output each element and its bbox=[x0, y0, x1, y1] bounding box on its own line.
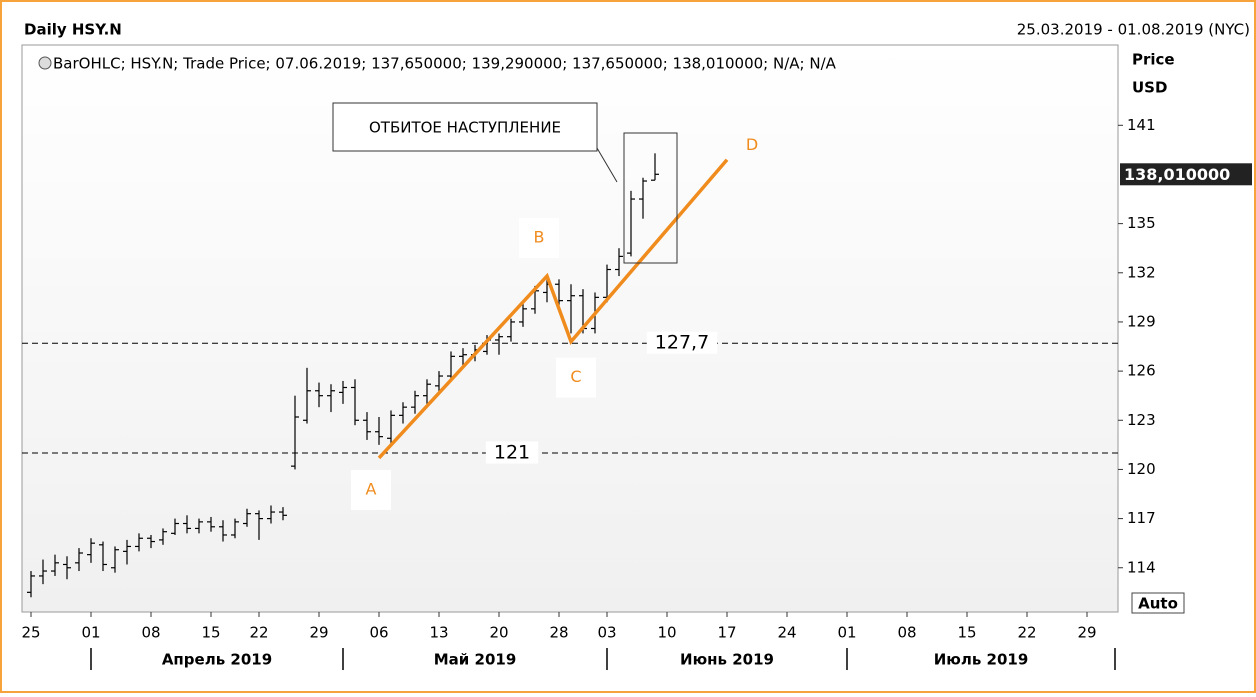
y-tick-label: 117 bbox=[1127, 509, 1156, 527]
x-tick-label: 13 bbox=[429, 624, 448, 642]
x-tick-label: 15 bbox=[957, 624, 976, 642]
x-tick-label: 22 bbox=[1017, 624, 1036, 642]
y-tick-label: 135 bbox=[1127, 214, 1156, 232]
x-tick-label: 22 bbox=[249, 624, 268, 642]
x-tick-label: 08 bbox=[897, 624, 916, 642]
y-tick-label: 141 bbox=[1127, 116, 1156, 134]
last-price-bg bbox=[1120, 163, 1252, 186]
wave-label: C bbox=[570, 367, 581, 386]
month-label: Июнь 2019 bbox=[680, 651, 774, 669]
last-price-label: 138,010000 bbox=[1124, 165, 1230, 184]
y-tick-label: 126 bbox=[1127, 362, 1156, 380]
x-tick-label: 10 bbox=[657, 624, 676, 642]
level-label: 121 bbox=[494, 442, 530, 464]
y-tick-label: 120 bbox=[1127, 460, 1156, 478]
month-label: Май 2019 bbox=[434, 651, 517, 669]
date-range: 25.03.2019 - 01.08.2019 (NYC) bbox=[1017, 21, 1250, 39]
level-label: 127,7 bbox=[655, 332, 709, 354]
y-unit: USD bbox=[1132, 79, 1167, 97]
annotation-box bbox=[332, 102, 598, 152]
x-tick-label: 29 bbox=[309, 624, 328, 642]
legend-icon bbox=[38, 56, 52, 70]
x-tick-label: 25 bbox=[21, 624, 40, 642]
month-label: Июль 2019 bbox=[934, 651, 1029, 669]
plot-layer: 127,7 121 A B C D bbox=[22, 135, 1118, 598]
x-tick-label: 29 bbox=[1077, 624, 1096, 642]
x-tick-label: 06 bbox=[369, 624, 388, 642]
month-label: Апрель 2019 bbox=[162, 651, 272, 669]
wave-label-bg bbox=[351, 469, 391, 510]
x-tick-label: 03 bbox=[597, 624, 616, 642]
scale-button[interactable] bbox=[1131, 592, 1185, 614]
wave-label: D bbox=[746, 135, 758, 154]
x-tick-label: 08 bbox=[141, 624, 160, 642]
y-tick-label: 123 bbox=[1127, 411, 1156, 429]
highlight-box bbox=[623, 132, 678, 264]
y-tick-label: 132 bbox=[1127, 263, 1156, 281]
x-tick-label: 24 bbox=[777, 624, 796, 642]
scale-mode[interactable]: Auto bbox=[1138, 595, 1178, 613]
y-tick-label: 114 bbox=[1127, 558, 1156, 576]
x-tick-label: 17 bbox=[717, 624, 736, 642]
annotation-pointer bbox=[596, 147, 618, 183]
legend: BarOHLC; HSY.N; Trade Price; 07.06.2019;… bbox=[53, 55, 837, 73]
y-tick-label: 129 bbox=[1127, 312, 1156, 330]
x-tick-label: 01 bbox=[837, 624, 856, 642]
y-label: Price bbox=[1132, 51, 1175, 69]
wave-label-bg bbox=[519, 218, 559, 259]
x-tick-label: 15 bbox=[201, 624, 220, 642]
wave-label: A bbox=[366, 479, 377, 498]
x-tick-label: 28 bbox=[549, 624, 568, 642]
level-label-bg bbox=[485, 441, 539, 464]
wave-line bbox=[377, 158, 729, 460]
x-tick-label: 01 bbox=[81, 624, 100, 642]
level-label-bg bbox=[646, 331, 718, 354]
chart-title: Daily HSY.N bbox=[24, 21, 122, 39]
x-tick-label: 20 bbox=[489, 624, 508, 642]
wave-label: B bbox=[534, 228, 545, 247]
annotation-text: ОТБИТОЕ НАСТУПЛЕНИЕ bbox=[369, 119, 561, 137]
wave-label-bg bbox=[556, 357, 596, 398]
